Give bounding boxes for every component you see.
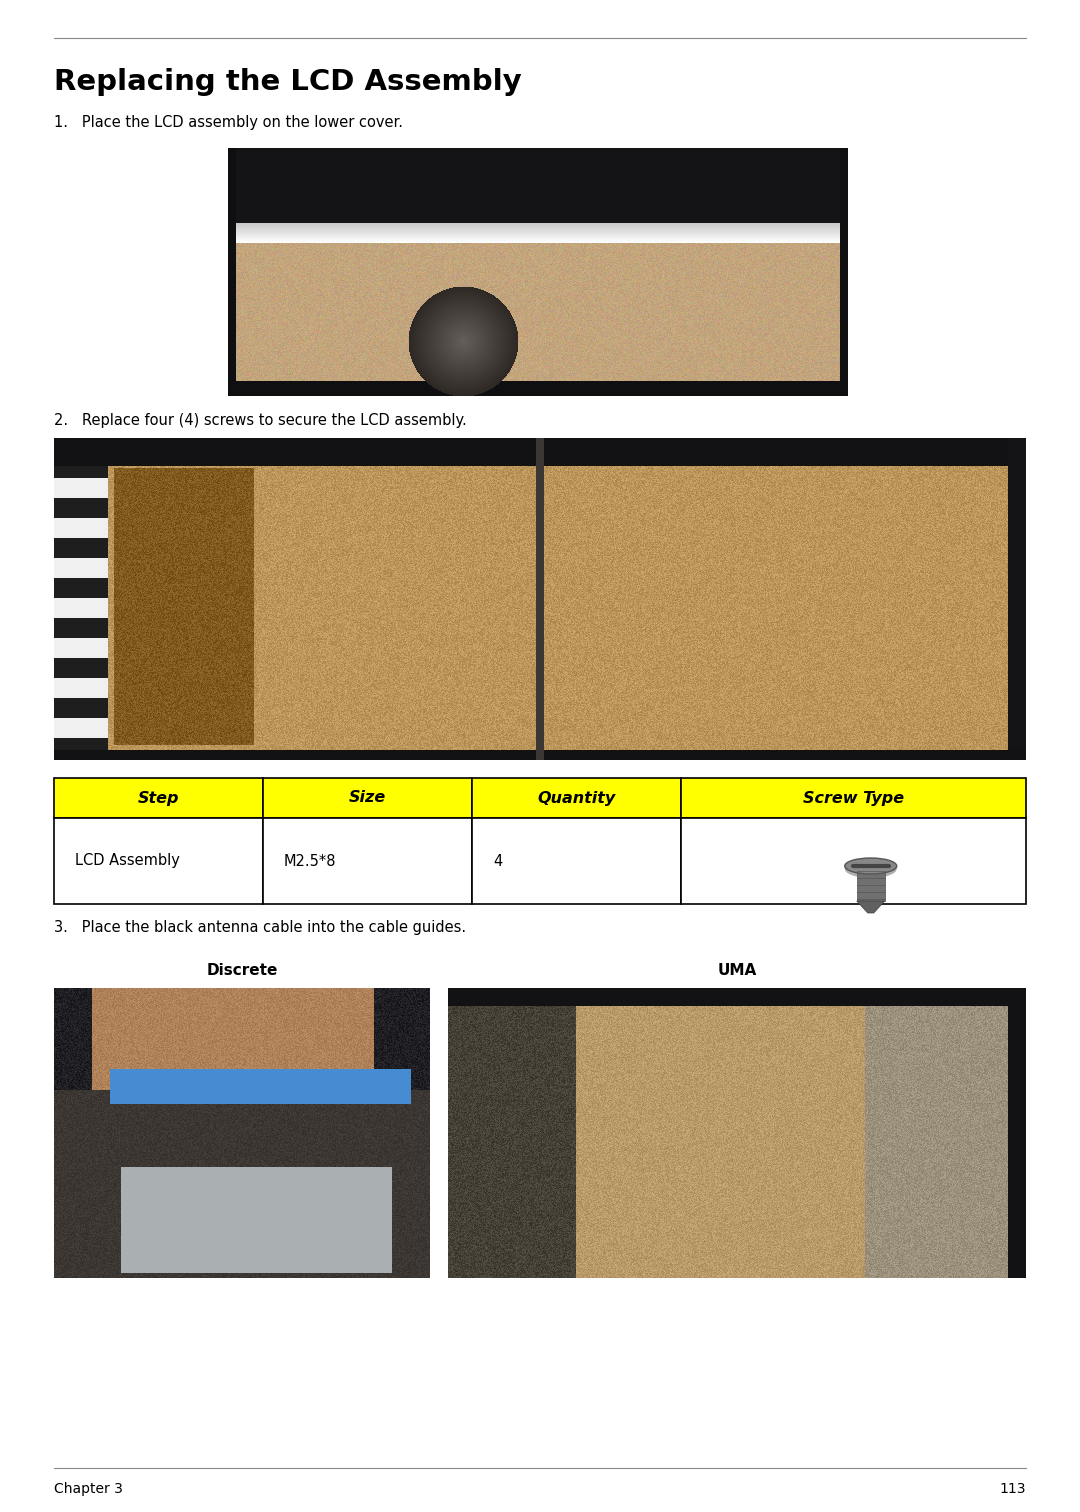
Text: 113: 113 <box>999 1482 1026 1495</box>
Ellipse shape <box>845 857 896 874</box>
Bar <box>54 818 264 904</box>
Bar <box>681 779 1026 818</box>
Text: 1.   Place the LCD assembly on the lower cover.: 1. Place the LCD assembly on the lower c… <box>54 115 403 130</box>
Text: Step: Step <box>138 791 179 806</box>
Text: 3.   Place the black antenna cable into the cable guides.: 3. Place the black antenna cable into th… <box>54 919 467 934</box>
Text: 2.   Replace four (4) screws to secure the LCD assembly.: 2. Replace four (4) screws to secure the… <box>54 413 467 428</box>
Bar <box>681 818 1026 904</box>
Bar <box>856 866 885 901</box>
Text: Replacing the LCD Assembly: Replacing the LCD Assembly <box>54 68 522 95</box>
Ellipse shape <box>845 860 896 878</box>
Text: Quantity: Quantity <box>538 791 616 806</box>
Polygon shape <box>856 901 885 913</box>
Text: Size: Size <box>349 791 386 806</box>
Text: UMA: UMA <box>717 963 757 978</box>
Bar <box>54 779 264 818</box>
Bar <box>264 818 472 904</box>
Bar <box>472 818 681 904</box>
Text: 4: 4 <box>492 853 502 868</box>
Bar <box>472 779 681 818</box>
Text: Chapter 3: Chapter 3 <box>54 1482 123 1495</box>
Text: Screw Type: Screw Type <box>802 791 904 806</box>
Text: M2.5*8: M2.5*8 <box>284 853 336 868</box>
Bar <box>264 779 472 818</box>
Text: LCD Assembly: LCD Assembly <box>75 853 179 868</box>
Text: Discrete: Discrete <box>206 963 278 978</box>
